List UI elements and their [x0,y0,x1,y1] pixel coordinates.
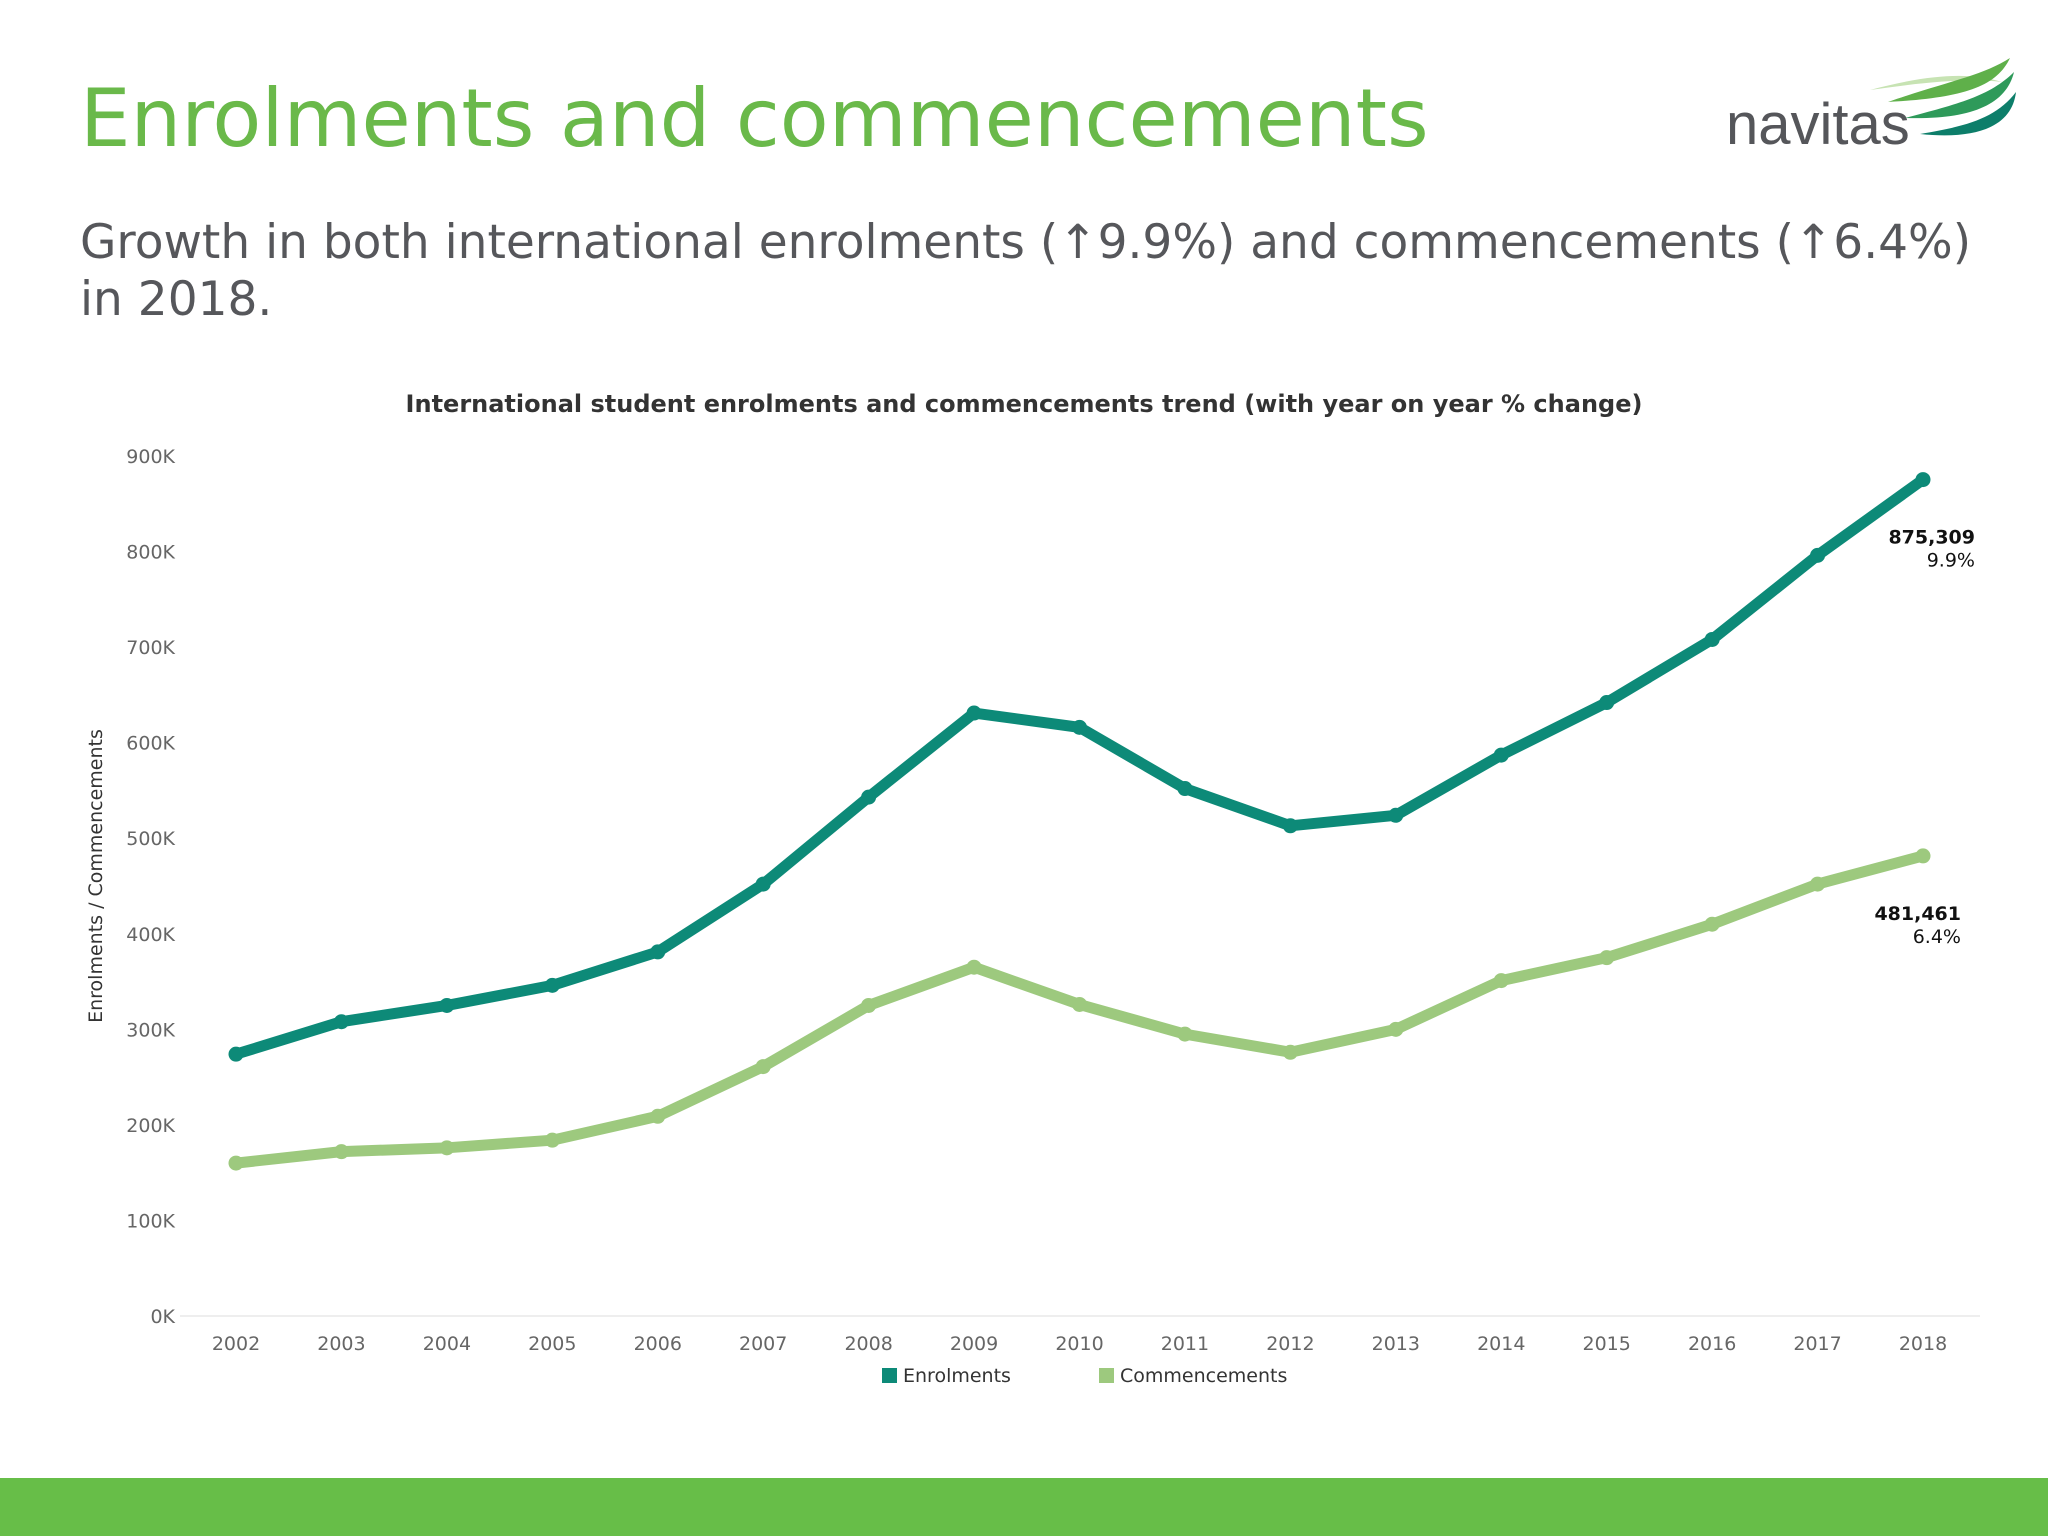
data-point [228,1046,244,1062]
y-tick-label: 100K [126,1210,175,1232]
data-point [439,1140,455,1156]
x-tick-label: 2015 [1583,1333,1631,1355]
y-tick-label: 0K [150,1306,175,1328]
footer-bar [0,1478,2048,1536]
data-point [1388,1021,1404,1037]
y-axis: 0K 100K 200K 300K 400K 500K 600K 700K 800K 900K En… [85,446,176,1328]
legend-label: Commencements [1120,1365,1287,1387]
data-point [1915,848,1931,864]
x-tick-label: 2012 [1266,1333,1314,1355]
y-tick-label: 600K [126,733,175,755]
x-tick-label: 2013 [1372,1333,1420,1355]
data-point [861,789,877,805]
end-value-label: 875,309 [1888,527,1975,549]
data-point [1177,1026,1193,1042]
y-tick-label: 900K [126,446,175,468]
y-tick-label: 300K [126,1019,175,1041]
x-tick-label: 2004 [423,1333,471,1355]
x-tick-label: 2011 [1161,1333,1209,1355]
data-point [1282,1044,1298,1060]
data-point [544,1132,560,1148]
series-line [230,474,1929,1060]
end-change-label: 9.9% [1927,550,1975,572]
x-tick-label: 2010 [1055,1333,1103,1355]
data-point [1599,695,1615,711]
data-point [1810,876,1826,892]
data-point [755,1059,771,1075]
data-point [439,997,455,1013]
y-axis-label: Enrolments / Commencements [85,729,107,1023]
end-value-label: 481,461 [1874,903,1961,925]
data-point [1810,547,1826,563]
data-point [1282,818,1298,834]
slide-subtitle: Growth in both international enrolments … [80,215,1972,327]
data-point [966,959,982,975]
y-tick-label: 800K [126,542,175,564]
end-change-label: 6.4% [1913,926,1961,948]
data-point [966,705,982,721]
x-tick-label: 2007 [739,1333,787,1355]
x-axis: 2002 2003 2004 2005 2006 2007 2008 2009 2010 2011… [180,1315,1980,1355]
x-tick-label: 2018 [1899,1333,1947,1355]
data-point [228,1155,244,1171]
x-tick-label: 2006 [634,1333,682,1355]
data-point [1493,973,1509,989]
data-point [1599,950,1615,966]
x-tick-label: 2005 [528,1333,576,1355]
data-point [1704,916,1720,932]
y-tick-label: 500K [126,828,175,850]
x-tick-label: 2014 [1477,1333,1525,1355]
data-point [1915,472,1931,488]
data-point [650,1108,666,1124]
y-tick-label: 400K [126,924,175,946]
x-tick-label: 2008 [844,1333,892,1355]
data-point [861,997,877,1013]
data-point [755,876,771,892]
y-tick-label: 200K [126,1115,175,1137]
data-point [1177,781,1193,797]
logo-text: navitas [1726,92,1910,157]
x-tick-label: 2009 [950,1333,998,1355]
data-point [333,1014,349,1030]
legend-label: Enrolments [903,1365,1011,1387]
legend-swatch [1099,1368,1114,1383]
y-tick-label: 700K [126,637,175,659]
data-point [1493,747,1509,763]
data-point [1072,719,1087,735]
legend: Enrolments Commencements [882,1365,1287,1387]
x-tick-label: 2017 [1793,1333,1841,1355]
data-point [1072,996,1087,1012]
data-point [544,977,560,993]
legend-swatch [882,1368,897,1383]
data-point [333,1144,349,1160]
chart-title: International student enrolments and com… [405,390,1643,418]
data-point [1704,631,1720,647]
data-point [650,944,666,960]
x-tick-label: 2003 [317,1333,365,1355]
slide-title: Enrolments and commencements [80,72,1429,165]
x-tick-label: 2016 [1688,1333,1736,1355]
navitas-logo: navitas [1726,58,2016,157]
x-tick-label: 2002 [212,1333,260,1355]
data-point [1388,807,1404,823]
